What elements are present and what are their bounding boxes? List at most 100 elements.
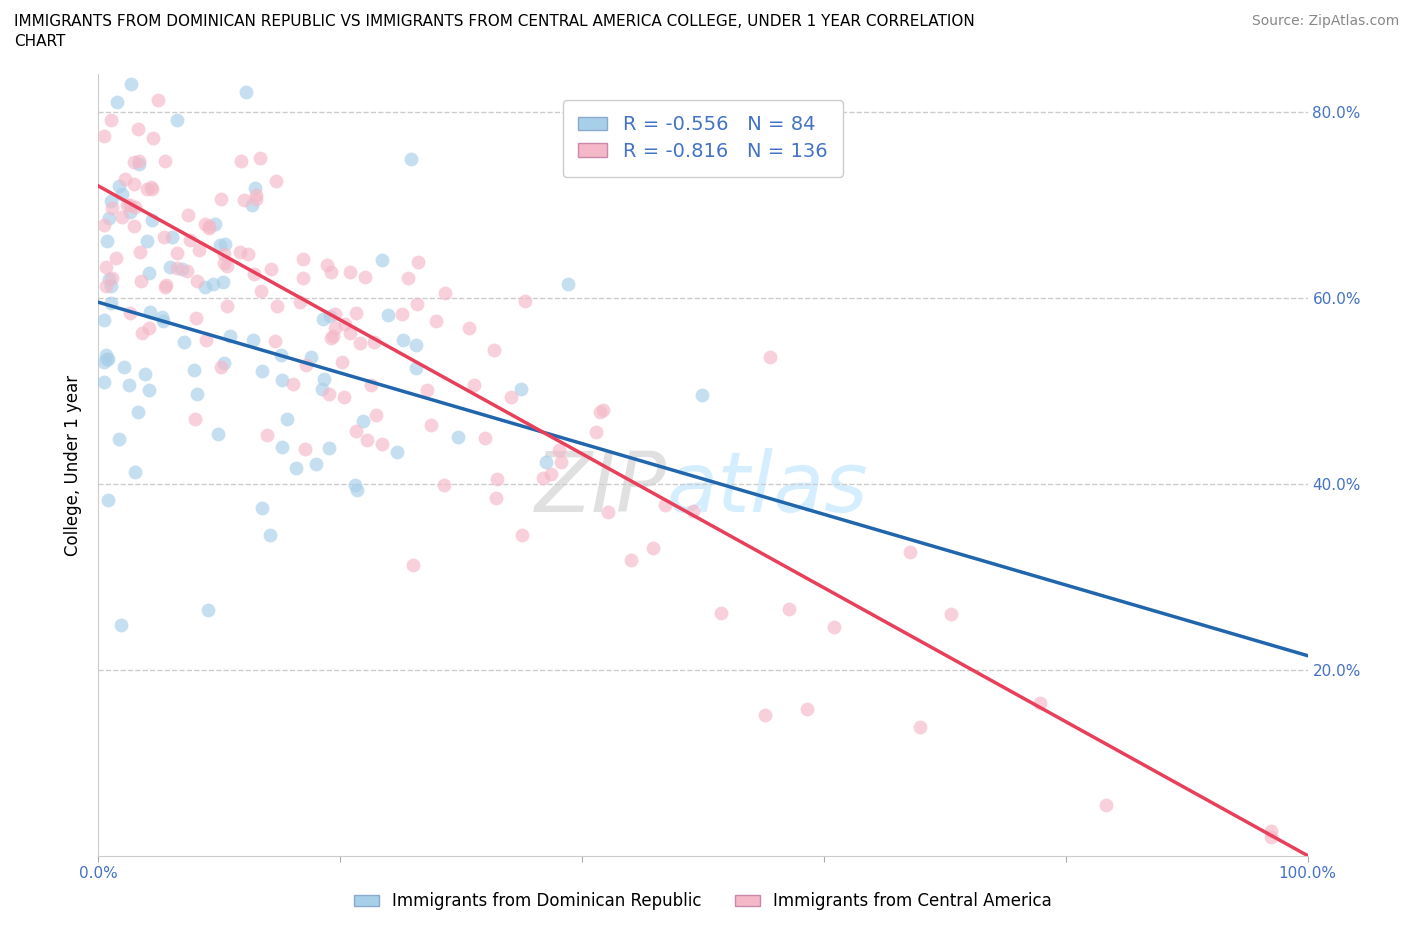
- Point: [1094, 798, 1116, 813]
- Point: [315, 258, 337, 272]
- Point: [122, 219, 145, 233]
- Point: [96, 233, 118, 248]
- Point: [131, 273, 153, 288]
- Point: [754, 708, 776, 723]
- Point: [155, 280, 177, 295]
- Point: [195, 333, 218, 348]
- Point: [166, 260, 188, 275]
- Point: [276, 411, 298, 426]
- Point: [135, 181, 157, 196]
- Point: [242, 332, 264, 347]
- Point: [690, 387, 713, 402]
- Point: [134, 366, 156, 381]
- Point: [557, 277, 579, 292]
- Point: [420, 418, 443, 432]
- Point: [235, 85, 257, 100]
- Point: [318, 441, 340, 456]
- Point: [288, 295, 311, 310]
- Point: [425, 313, 447, 328]
- Point: [405, 361, 427, 376]
- Point: [447, 430, 470, 445]
- Point: [284, 460, 307, 475]
- Point: [433, 478, 456, 493]
- Point: [159, 259, 181, 274]
- Point: [536, 455, 558, 470]
- Point: [160, 230, 183, 245]
- Point: [548, 443, 571, 458]
- Point: [128, 157, 150, 172]
- Point: [141, 212, 163, 227]
- Point: [100, 193, 122, 208]
- Point: [142, 130, 165, 145]
- Point: [510, 382, 533, 397]
- Point: [245, 187, 267, 202]
- Point: [256, 428, 278, 443]
- Point: [392, 332, 415, 347]
- Point: [135, 233, 157, 248]
- Legend: R = -0.556   N = 84, R = -0.816   N = 136: R = -0.556 N = 84, R = -0.816 N = 136: [562, 100, 844, 177]
- Point: [186, 387, 208, 402]
- Point: [138, 266, 160, 281]
- Point: [94, 347, 117, 362]
- Point: [333, 390, 356, 405]
- Point: [141, 181, 163, 196]
- Point: [391, 306, 413, 321]
- Point: [150, 309, 173, 324]
- Point: [333, 316, 356, 331]
- Point: [294, 442, 316, 457]
- Point: [592, 403, 614, 418]
- Point: [353, 269, 375, 284]
- Text: atlas: atlas: [666, 448, 869, 529]
- Point: [377, 307, 399, 322]
- Point: [184, 311, 207, 325]
- Point: [406, 254, 429, 269]
- Point: [458, 321, 481, 336]
- Point: [319, 309, 342, 324]
- Point: [318, 386, 340, 401]
- Point: [214, 246, 236, 261]
- Point: [93, 374, 115, 389]
- Point: [176, 263, 198, 278]
- Point: [540, 467, 562, 482]
- Point: [236, 246, 259, 261]
- Point: [260, 261, 283, 276]
- Point: [170, 262, 193, 277]
- Point: [796, 702, 818, 717]
- Point: [434, 286, 457, 300]
- Point: [371, 252, 394, 267]
- Point: [94, 279, 117, 294]
- Point: [194, 279, 217, 294]
- Point: [100, 296, 122, 311]
- Point: [405, 338, 427, 352]
- Point: [312, 372, 335, 387]
- Point: [209, 237, 232, 252]
- Point: [131, 326, 153, 340]
- Point: [323, 320, 346, 335]
- Point: [212, 256, 235, 271]
- Point: [264, 333, 287, 348]
- Point: [122, 177, 145, 192]
- Point: [122, 154, 145, 169]
- Point: [214, 236, 236, 251]
- Point: [343, 478, 366, 493]
- Point: [166, 246, 188, 260]
- Point: [682, 503, 704, 518]
- Point: [118, 197, 141, 212]
- Point: [339, 326, 361, 340]
- Point: [242, 267, 264, 282]
- Point: [463, 378, 485, 392]
- Point: [474, 431, 496, 445]
- Point: [778, 602, 800, 617]
- Point: [322, 329, 344, 344]
- Point: [823, 619, 845, 634]
- Point: [124, 200, 146, 215]
- Point: [259, 527, 281, 542]
- Point: [486, 472, 509, 486]
- Point: [118, 378, 141, 392]
- Point: [643, 540, 665, 555]
- Point: [138, 304, 160, 319]
- Point: [292, 252, 315, 267]
- Point: [146, 92, 169, 107]
- Point: [589, 405, 612, 419]
- Point: [138, 321, 160, 336]
